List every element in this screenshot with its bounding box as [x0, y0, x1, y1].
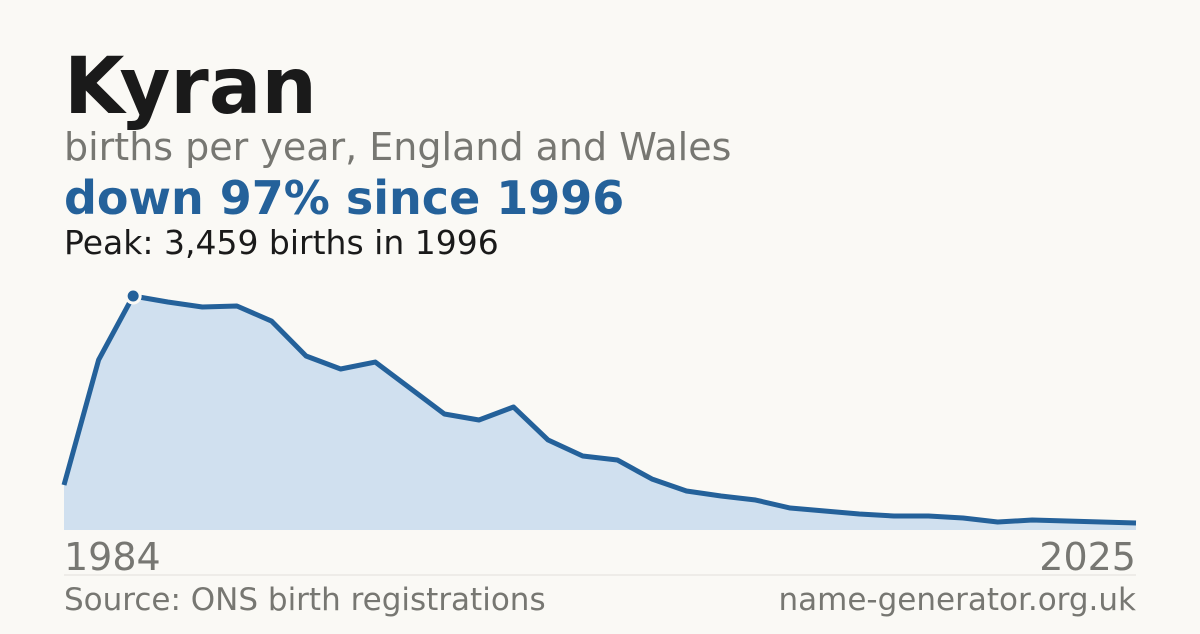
- headline: down 97% since 1996: [64, 171, 624, 225]
- subtitle: births per year, England and Wales: [64, 125, 731, 169]
- x-tick-label: 2025: [1039, 535, 1136, 579]
- chart-title: Kyran: [64, 42, 317, 132]
- source: Source: ONS birth registrations: [64, 582, 546, 618]
- x-tick-label: 1984: [64, 535, 161, 579]
- peak-note: Peak: 3,459 births in 1996: [64, 223, 499, 262]
- site: name-generator.org.uk: [779, 582, 1137, 618]
- peak-marker: [124, 287, 142, 305]
- area: [64, 296, 1136, 530]
- line: [61, 293, 1137, 526]
